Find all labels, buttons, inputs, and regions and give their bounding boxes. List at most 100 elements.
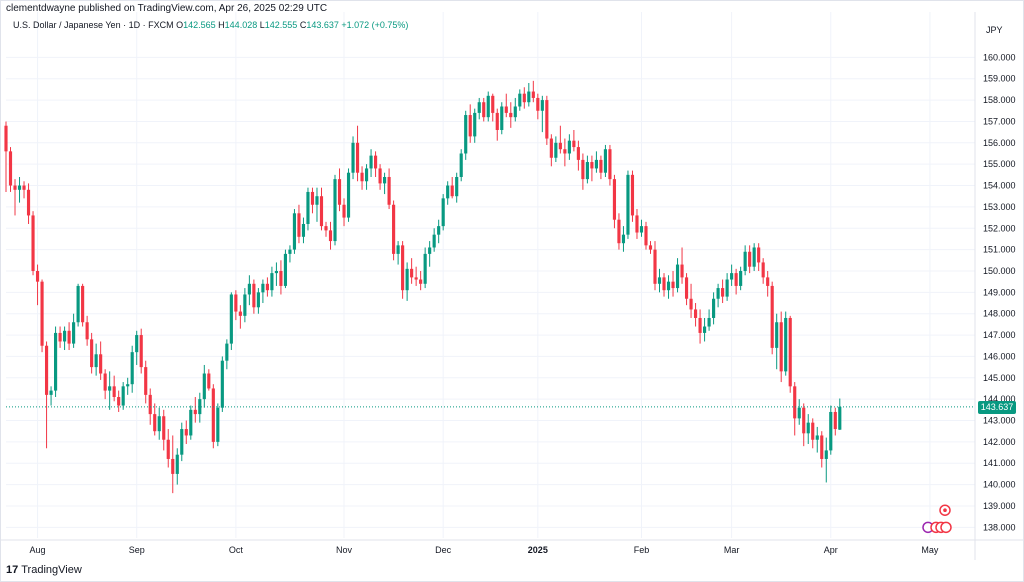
candle-body[interactable] bbox=[626, 174, 630, 235]
candle-body[interactable] bbox=[378, 168, 382, 184]
candle-body[interactable] bbox=[383, 176, 387, 184]
candle-body[interactable] bbox=[40, 281, 44, 346]
candle-body[interactable] bbox=[373, 155, 378, 169]
candle-body[interactable] bbox=[716, 288, 720, 299]
event-marker-icon[interactable] bbox=[940, 521, 952, 534]
candle-body[interactable] bbox=[387, 176, 391, 205]
candle-body[interactable] bbox=[540, 100, 544, 111]
candle-body[interactable] bbox=[739, 270, 743, 286]
candle-body[interactable] bbox=[446, 185, 450, 199]
candle-body[interactable] bbox=[26, 189, 31, 216]
candle-body[interactable] bbox=[761, 262, 765, 278]
candle-body[interactable] bbox=[437, 226, 441, 235]
candle-body[interactable] bbox=[612, 179, 617, 220]
candle-body[interactable] bbox=[189, 409, 193, 436]
candle-body[interactable] bbox=[81, 285, 85, 323]
candle-body[interactable] bbox=[432, 234, 436, 248]
candle-body[interactable] bbox=[333, 179, 337, 242]
candle-body[interactable] bbox=[171, 458, 175, 474]
candle-body[interactable] bbox=[414, 277, 418, 280]
candle-body[interactable] bbox=[594, 159, 598, 169]
candle-body[interactable] bbox=[342, 204, 346, 218]
candle-body[interactable] bbox=[270, 273, 274, 291]
candle-body[interactable] bbox=[788, 317, 792, 387]
candle-body[interactable] bbox=[166, 439, 170, 459]
candle-body[interactable] bbox=[44, 345, 49, 395]
candle-body[interactable] bbox=[572, 140, 576, 148]
candle-body[interactable] bbox=[428, 247, 432, 254]
candle-body[interactable] bbox=[833, 411, 837, 430]
candle-body[interactable] bbox=[126, 384, 130, 387]
candle-body[interactable] bbox=[207, 373, 211, 389]
candle-body[interactable] bbox=[775, 322, 779, 348]
candle-body[interactable] bbox=[243, 294, 247, 316]
candle-body[interactable] bbox=[67, 330, 71, 344]
candle-body[interactable] bbox=[563, 149, 567, 154]
candle-body[interactable] bbox=[482, 102, 486, 118]
candle-body[interactable] bbox=[157, 416, 161, 432]
candle-body[interactable] bbox=[319, 196, 324, 227]
candle-body[interactable] bbox=[689, 298, 693, 310]
candle-body[interactable] bbox=[247, 283, 251, 295]
candle-body[interactable] bbox=[603, 149, 608, 173]
candle-body[interactable] bbox=[216, 407, 220, 442]
candle-body[interactable] bbox=[130, 352, 134, 385]
candle-body[interactable] bbox=[599, 159, 603, 173]
candle-body[interactable] bbox=[306, 191, 310, 224]
candle-body[interactable] bbox=[495, 112, 499, 130]
candle-body[interactable] bbox=[693, 309, 698, 318]
candle-body[interactable] bbox=[473, 112, 477, 137]
candle-body[interactable] bbox=[225, 343, 229, 361]
candle-body[interactable] bbox=[261, 283, 265, 293]
candle-body[interactable] bbox=[392, 204, 396, 254]
candle-body[interactable] bbox=[671, 281, 675, 289]
candle-body[interactable] bbox=[423, 253, 427, 284]
candle-body[interactable] bbox=[802, 407, 806, 434]
candle-body[interactable] bbox=[707, 317, 711, 327]
candle-body[interactable] bbox=[238, 311, 242, 316]
candle-body[interactable] bbox=[698, 317, 702, 333]
candle-body[interactable] bbox=[486, 95, 490, 118]
candle-body[interactable] bbox=[635, 215, 639, 233]
candle-body[interactable] bbox=[17, 185, 22, 190]
candle-body[interactable] bbox=[180, 429, 184, 455]
candle-body[interactable] bbox=[441, 198, 445, 227]
candle-body[interactable] bbox=[292, 213, 297, 250]
candle-body[interactable] bbox=[63, 330, 67, 342]
candle-body[interactable] bbox=[337, 179, 342, 205]
candle-body[interactable] bbox=[617, 219, 621, 244]
candle-body[interactable] bbox=[500, 106, 504, 130]
candle-body[interactable] bbox=[567, 140, 571, 154]
candle-body[interactable] bbox=[58, 332, 62, 342]
candle-body[interactable] bbox=[121, 386, 125, 406]
candle-body[interactable] bbox=[31, 215, 35, 271]
candle-body[interactable] bbox=[193, 409, 197, 415]
candle-body[interactable] bbox=[590, 162, 594, 169]
candle-body[interactable] bbox=[139, 335, 143, 368]
candle-body[interactable] bbox=[784, 317, 788, 372]
candle-body[interactable] bbox=[653, 249, 657, 284]
candle-body[interactable] bbox=[464, 115, 468, 154]
candle-body[interactable] bbox=[117, 397, 121, 406]
candle-body[interactable] bbox=[410, 268, 414, 278]
candle-body[interactable] bbox=[644, 226, 648, 246]
candle-body[interactable] bbox=[824, 450, 828, 459]
candle-body[interactable] bbox=[112, 386, 116, 398]
candle-body[interactable] bbox=[256, 292, 260, 308]
candle-body[interactable] bbox=[477, 102, 481, 113]
candle-body[interactable] bbox=[531, 91, 535, 98]
candle-body[interactable] bbox=[680, 264, 684, 278]
candle-body[interactable] bbox=[22, 185, 26, 190]
currency-label[interactable]: JPY bbox=[986, 25, 1003, 35]
candle-body[interactable] bbox=[766, 277, 770, 286]
candle-body[interactable] bbox=[509, 112, 513, 118]
candle-body[interactable] bbox=[518, 93, 522, 107]
candle-body[interactable] bbox=[748, 251, 752, 267]
candle-body[interactable] bbox=[35, 270, 40, 282]
candle-body[interactable] bbox=[513, 106, 517, 118]
candle-body[interactable] bbox=[630, 174, 635, 216]
candle-body[interactable] bbox=[558, 142, 562, 150]
candle-body[interactable] bbox=[757, 247, 761, 263]
candle-body[interactable] bbox=[355, 142, 360, 173]
candle-body[interactable] bbox=[265, 283, 269, 291]
